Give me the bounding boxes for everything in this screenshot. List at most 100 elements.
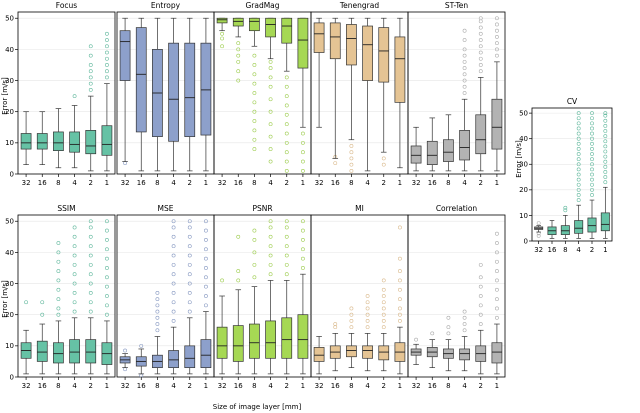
outlier-point xyxy=(88,53,93,58)
box-iqr xyxy=(135,27,147,133)
outlier-point xyxy=(268,122,273,127)
outlier-point xyxy=(590,177,594,182)
panel-title: SSIM xyxy=(57,204,75,213)
outlier-point xyxy=(349,312,354,317)
outlier-point xyxy=(171,272,176,277)
outlier-point xyxy=(603,111,608,116)
outlier-point xyxy=(56,269,61,273)
outlier-point xyxy=(284,122,289,127)
x-tick-label: 8 xyxy=(56,382,60,390)
outlier-point xyxy=(236,269,241,273)
outlier-point xyxy=(590,152,594,156)
x-tick-label: 4 xyxy=(171,179,176,187)
panel-frame xyxy=(407,11,506,175)
box-4 xyxy=(459,28,470,172)
outlier-point xyxy=(590,157,594,162)
box-iqr xyxy=(232,17,244,27)
y-tick-label: 10 xyxy=(5,342,14,350)
outlier-point xyxy=(590,162,594,167)
x-tick-label: 4 xyxy=(72,382,77,390)
outlier-point xyxy=(171,234,176,239)
box-iqr xyxy=(600,212,610,232)
outlier-point xyxy=(495,41,499,46)
outlier-point xyxy=(495,35,499,39)
outlier-point xyxy=(252,63,257,67)
box-iqr xyxy=(101,125,113,156)
x-tick-label: 1 xyxy=(301,179,305,187)
outlier-point xyxy=(220,278,224,283)
outlier-point xyxy=(72,225,77,230)
outlier-point xyxy=(88,225,93,230)
outlier-point xyxy=(495,315,499,320)
x-tick-label: 32 xyxy=(534,246,543,254)
outlier-point xyxy=(478,63,483,67)
panel-tenengrad: Tenengrad 32 16 8 4 2 1 xyxy=(310,1,409,187)
box-iqr xyxy=(362,25,373,81)
outlier-point xyxy=(204,247,208,252)
outlier-point xyxy=(268,272,273,277)
outlier-point xyxy=(301,150,305,155)
box-2 xyxy=(184,17,196,172)
outlier-point xyxy=(187,219,192,224)
x-tick-label: 32 xyxy=(315,179,324,187)
outlier-point xyxy=(301,266,305,270)
outlier-point xyxy=(252,228,257,233)
x-tick-label: 4 xyxy=(462,382,467,390)
x-tick-label: 16 xyxy=(234,382,243,390)
outlier-point xyxy=(603,129,608,133)
x-tick-label: 8 xyxy=(155,382,159,390)
outlier-point xyxy=(284,131,289,136)
outlier-point xyxy=(236,69,241,74)
outlier-point xyxy=(236,234,241,239)
outlier-point xyxy=(603,180,608,185)
outlier-point xyxy=(268,253,273,258)
box-4 xyxy=(69,225,80,375)
outlier-point xyxy=(603,113,608,118)
outlier-point xyxy=(462,91,467,95)
box-iqr xyxy=(281,317,293,359)
box-iqr xyxy=(168,42,179,142)
box-iqr xyxy=(346,24,357,66)
outlier-point xyxy=(398,287,402,292)
outlier-point xyxy=(590,182,594,187)
outlier-point xyxy=(576,198,581,202)
outlier-point xyxy=(603,139,608,144)
box-16 xyxy=(232,17,244,83)
box-iqr xyxy=(36,340,48,362)
outlier-point xyxy=(105,256,109,261)
outlier-point xyxy=(536,221,541,225)
y-tick-label: 30 xyxy=(5,280,14,288)
box-32 xyxy=(216,17,228,49)
outlier-point xyxy=(603,175,608,179)
outlier-point xyxy=(171,262,176,267)
panel-st-ten: ST-Ten 32 16 8 4 2 1 xyxy=(407,1,506,187)
outlier-point xyxy=(105,219,109,224)
outlier-point xyxy=(72,94,77,99)
outlier-point xyxy=(56,312,61,317)
x-tick-label: 2 xyxy=(285,179,289,187)
x-tick-label: 4 xyxy=(365,179,370,187)
outlier-point xyxy=(576,147,581,151)
outlier-point xyxy=(495,16,499,21)
y-axis-label-top: Error [m/s] xyxy=(1,77,9,115)
outlier-point xyxy=(105,38,109,42)
outlier-point xyxy=(268,234,273,239)
y-tick-label: 30 xyxy=(5,77,14,85)
outlier-point xyxy=(204,228,208,233)
x-tick-label: 32 xyxy=(412,179,421,187)
x-axis-label: Size of image layer [mm] xyxy=(213,403,302,411)
box-16 xyxy=(135,17,147,172)
outlier-point xyxy=(56,250,61,255)
box-2 xyxy=(281,17,293,173)
outlier-point xyxy=(603,149,608,154)
x-tick-label: 8 xyxy=(252,382,256,390)
x-tick-label: 32 xyxy=(22,179,31,187)
outlier-point xyxy=(381,300,386,305)
box-16 xyxy=(426,117,438,172)
outlier-point xyxy=(88,44,93,49)
box-1 xyxy=(200,17,212,172)
outlier-point xyxy=(268,75,273,80)
outlier-point xyxy=(495,306,499,311)
y-tick-label: 0 xyxy=(10,170,14,178)
x-tick-label: 2 xyxy=(479,179,483,187)
